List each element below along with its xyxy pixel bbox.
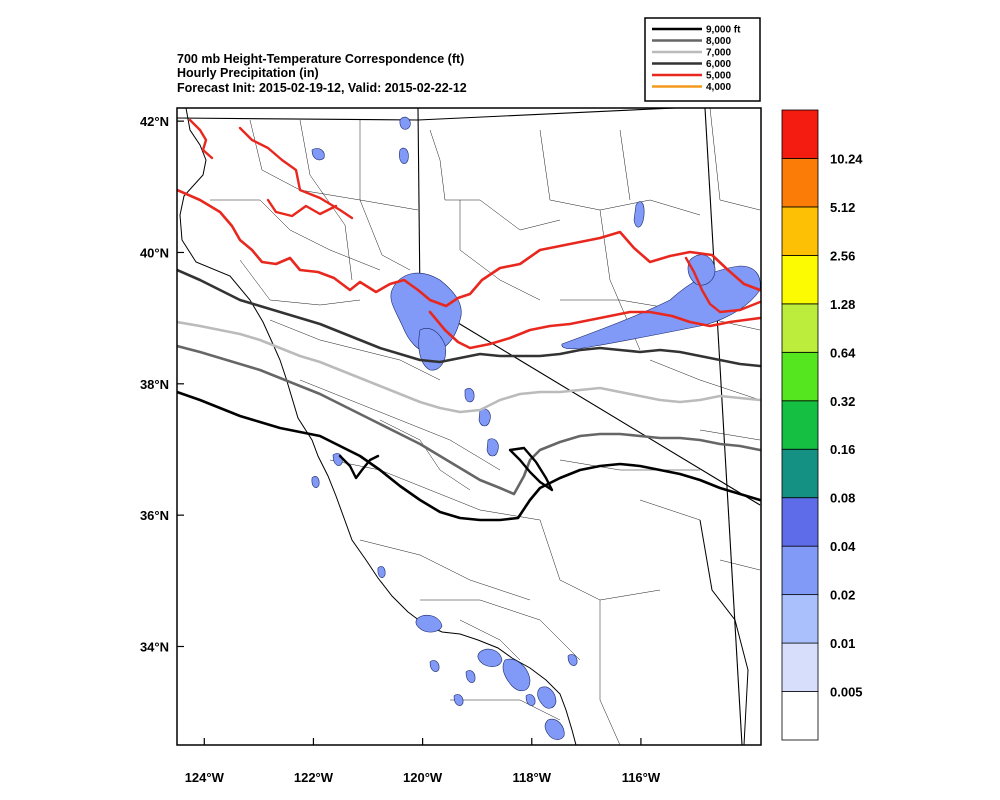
title-line-1: 700 mb Height-Temperature Correspondence…: [177, 52, 464, 66]
colorbar-bin: [781, 448, 819, 499]
precip-patch-socal-8: [525, 694, 536, 706]
county-lines: [210, 108, 761, 745]
contour-9000-coast-loop: [338, 454, 380, 480]
colorbar-bin: [781, 400, 819, 450]
lon-tick-label: 116°W: [622, 770, 661, 785]
precip-patch-sierra-south-2: [486, 438, 499, 457]
colorbar-bin: [781, 158, 819, 208]
colorbar-label: 0.02: [830, 588, 855, 603]
precip-patch-socal-6: [465, 670, 476, 683]
colorbar-bin: [781, 545, 819, 596]
lon-tick-label: 122°W: [294, 770, 334, 785]
colorbar-bin: [781, 497, 819, 547]
colorbar-bin: [781, 351, 819, 402]
legend-label: 6,000: [706, 59, 731, 70]
precipitation-patches: [311, 116, 761, 740]
coastline: [179, 108, 577, 745]
precip-patch-sierra-south-3: [464, 388, 475, 403]
lon-tick-label: 120°W: [403, 770, 443, 785]
legend-label: 7,000: [706, 48, 731, 59]
legend-label: 5,000: [706, 71, 731, 82]
precip-patch-north-3: [311, 148, 325, 161]
colorbar-label: 0.01: [830, 636, 855, 651]
precip-patch-nevada-east: [687, 254, 716, 286]
colorbar-label: 0.005: [830, 685, 863, 700]
contour-5000-hills: [266, 198, 338, 218]
colorbar-bin: [781, 642, 819, 692]
precip-patch-socal-3: [502, 658, 531, 692]
precip-patch-north-4: [633, 201, 645, 228]
precip-patch-coast-2: [311, 476, 320, 488]
precip-patch-north-1: [399, 116, 411, 130]
lon-tick-label: 124°W: [185, 770, 225, 785]
precip-patch-socal-10: [567, 654, 578, 666]
contour-5000-south: [428, 310, 761, 350]
lat-tick-label: 38°N: [140, 377, 169, 392]
contour-5000-nevada-loop: [684, 256, 761, 314]
lon-tick-label: 118°W: [513, 770, 552, 785]
colorbar-label: 0.04: [830, 539, 856, 554]
precip-patch-north-2: [399, 147, 409, 164]
colorbar-label: 0.32: [830, 394, 855, 409]
title-line-3: Forecast Init: 2015-02-19-12, Valid: 201…: [177, 81, 467, 95]
lat-tick-label: 42°N: [140, 114, 169, 129]
precip-patch-socal-7: [453, 694, 464, 706]
legend-label: 9,000 ft: [706, 25, 741, 36]
colorbar-label: 2.56: [830, 248, 855, 263]
colorbar-label: 0.16: [830, 442, 855, 457]
state-border-nv-ut: [704, 108, 743, 745]
lat-tick-label: 36°N: [140, 508, 169, 523]
colorbar-bin: [781, 109, 819, 159]
legend-label: 4,000: [706, 82, 731, 93]
map-background: [177, 108, 761, 745]
colorbar-label: 10.24: [830, 151, 863, 166]
contour-7000: [177, 320, 761, 414]
contour-9000-sierra-loop: [508, 446, 554, 492]
colorbar-label: 0.08: [830, 491, 855, 506]
contour-9000: [177, 390, 761, 522]
colorbar-label: 0.64: [830, 345, 856, 360]
precip-patch-socal-5: [544, 718, 565, 740]
legend-box: [644, 17, 761, 102]
precip-patch-socal-4: [537, 686, 557, 709]
precip-patch-tahoe: [390, 272, 462, 353]
map-frame: [176, 107, 762, 746]
precip-colorbar: 0.005 0.01 0.02 0.04 0.08 0.16 0.32 0.64 1.28 2.5…: [781, 109, 863, 741]
precip-patch-socal-1: [415, 614, 443, 633]
contour-5000-north: [177, 188, 761, 308]
colorbar-label: 1.28: [830, 297, 855, 312]
lat-tick-label: 40°N: [140, 245, 169, 260]
title-line-2: Hourly Precipitation (in): [177, 66, 319, 80]
legend-label: 8,000: [706, 36, 731, 47]
precip-patch-socal-2: [477, 648, 503, 667]
colorbar-bin: [781, 594, 819, 644]
colorbar-bin: [781, 303, 819, 353]
colorbar-bin: [781, 254, 819, 305]
colorbar-label: 5.12: [830, 200, 855, 215]
contour-8000: [177, 344, 761, 496]
state-border-or: [177, 108, 687, 121]
colorbar-bin: [781, 206, 819, 256]
contour-5000-oregon: [188, 118, 214, 160]
precip-patch-sierra-south-1: [478, 408, 491, 427]
contour-6000: [177, 268, 761, 368]
precip-patch-socal-9: [429, 660, 440, 672]
map-ticks: 42°N 40°N 38°N 36°N 34°N 124°W 122°W 120°W 118°W…: [140, 114, 661, 785]
map-panel: 42°N 40°N 38°N 36°N 34°N 124°W 122°W 120°W 118°W…: [140, 107, 762, 785]
lat-tick-label: 34°N: [140, 639, 169, 654]
state-border-az: [699, 519, 749, 745]
colorbar-bin: [781, 691, 819, 741]
precip-patch-coast-3: [377, 566, 386, 578]
